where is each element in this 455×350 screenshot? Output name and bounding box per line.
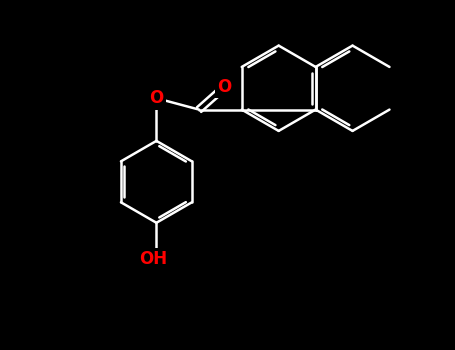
Text: OH: OH <box>140 250 167 268</box>
Text: O: O <box>217 78 232 96</box>
Text: O: O <box>149 89 163 107</box>
